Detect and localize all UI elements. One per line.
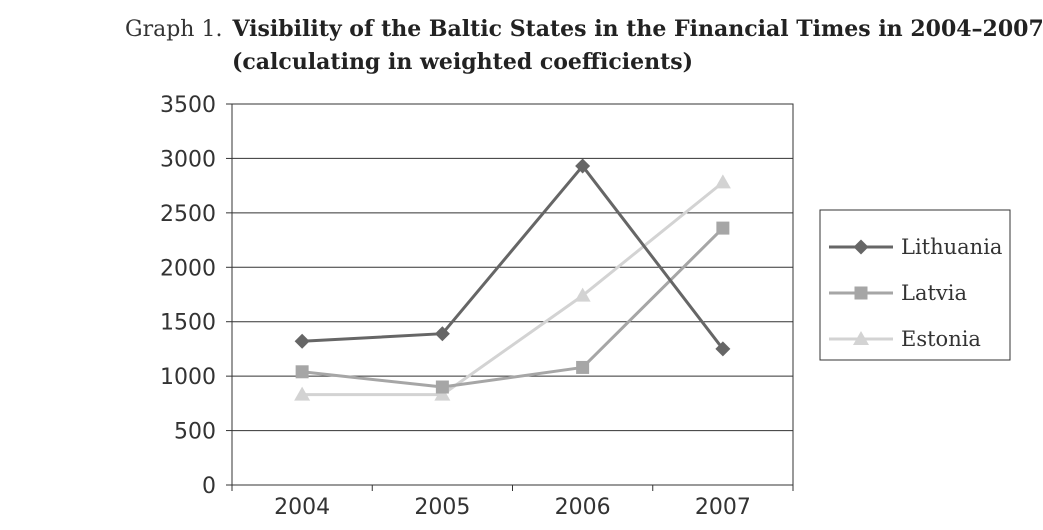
grid <box>232 157 793 432</box>
latvia-line <box>301 227 724 389</box>
title-prefix: Graph 1. <box>125 17 222 42</box>
y-tick-label: 1000 <box>160 365 216 390</box>
series-layer <box>294 158 731 401</box>
legend-item-latvia: Latvia <box>829 281 967 305</box>
subtitle-text: (calculating in weighted coefficients) <box>232 49 693 75</box>
legend-marker <box>853 239 869 255</box>
x-tick-label: 2006 <box>555 495 611 520</box>
y-tick-label: 2500 <box>160 202 216 227</box>
legend-item-estonia: Estonia <box>829 327 981 351</box>
lithuania-point <box>294 333 310 349</box>
latvia-point <box>295 365 309 379</box>
legend-label: Lithuania <box>901 235 1002 259</box>
legend-item-lithuania: Lithuania <box>829 235 1002 259</box>
lithuania-point <box>434 326 450 342</box>
axes: 0 500 1000 1500 2000 2500 3000 3500 2004 2005 2006… <box>160 93 794 520</box>
y-tick-label: 3500 <box>160 93 216 118</box>
y-tick-label: 0 <box>202 474 216 499</box>
x-tick-label: 2007 <box>695 495 751 520</box>
chart-title: Graph 1. Visibility of the Baltic States… <box>125 16 1043 75</box>
estonia-point <box>714 174 731 189</box>
title-text: Visibility of the Baltic States in the F… <box>231 16 1043 42</box>
series-lithuania <box>294 158 731 357</box>
legend-label: Latvia <box>901 281 967 305</box>
x-tick-label: 2004 <box>274 495 330 520</box>
y-tick-label: 3000 <box>160 147 216 172</box>
x-tick-label: 2005 <box>414 495 470 520</box>
latvia-point <box>576 360 590 374</box>
legend-label: Estonia <box>901 327 981 351</box>
estonia-point <box>434 386 451 401</box>
legend: Lithuania Latvia Estonia <box>819 209 1011 361</box>
legend-marker <box>854 286 868 300</box>
series-latvia <box>295 221 730 394</box>
y-tick-label: 500 <box>174 420 216 445</box>
y-tick-label: 1500 <box>160 311 216 336</box>
lithuania-point <box>715 341 731 357</box>
estonia-point <box>294 386 311 401</box>
series-estonia <box>294 174 731 401</box>
legend-box <box>819 209 1011 361</box>
lithuania-line <box>302 164 725 350</box>
lithuania-point <box>575 158 591 174</box>
estonia-line <box>302 181 724 397</box>
legend-marker <box>853 331 869 345</box>
y-tick-label: 2000 <box>160 256 216 281</box>
svg-text:Graph 1. Visibility of t: Graph 1. Visibility of the Baltic States… <box>125 16 1043 42</box>
latvia-point <box>435 380 449 394</box>
latvia-point <box>716 221 730 235</box>
estonia-point <box>574 287 591 302</box>
plot-area <box>231 103 794 486</box>
